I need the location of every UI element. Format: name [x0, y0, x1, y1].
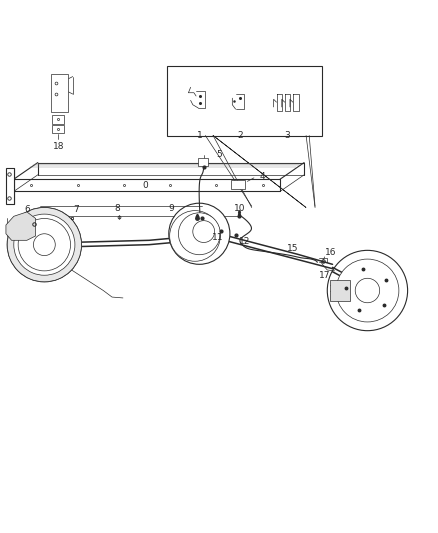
Bar: [52, 115, 64, 124]
Text: 10: 10: [234, 204, 246, 213]
Text: 16: 16: [325, 248, 336, 257]
Text: 0: 0: [142, 181, 148, 190]
Text: 9: 9: [168, 204, 174, 213]
Circle shape: [169, 203, 230, 264]
Bar: [330, 280, 350, 302]
Bar: [231, 181, 245, 189]
Bar: [52, 125, 64, 133]
Text: 6: 6: [24, 205, 30, 214]
Circle shape: [193, 221, 215, 243]
Circle shape: [336, 259, 399, 322]
Text: 18: 18: [53, 142, 64, 151]
Wedge shape: [7, 207, 81, 282]
Text: 1: 1: [197, 131, 202, 140]
Text: 7: 7: [73, 205, 79, 214]
Polygon shape: [6, 212, 35, 240]
Bar: [198, 158, 208, 166]
Circle shape: [33, 234, 55, 256]
Text: 11: 11: [212, 233, 224, 242]
Circle shape: [327, 251, 408, 330]
Text: 17: 17: [319, 271, 330, 280]
Text: 2: 2: [237, 131, 243, 140]
Circle shape: [355, 278, 380, 303]
Text: 3: 3: [285, 131, 290, 140]
Bar: [166, 66, 321, 135]
Bar: [51, 75, 68, 111]
Text: 4: 4: [260, 173, 265, 182]
Bar: [6, 168, 14, 204]
Text: 15: 15: [286, 244, 298, 253]
Text: 8: 8: [115, 204, 120, 213]
Circle shape: [170, 211, 220, 261]
Circle shape: [7, 207, 81, 282]
Circle shape: [18, 219, 71, 271]
Text: 5: 5: [216, 150, 222, 159]
Text: 12: 12: [239, 237, 250, 246]
Polygon shape: [205, 135, 315, 206]
Circle shape: [178, 213, 220, 255]
